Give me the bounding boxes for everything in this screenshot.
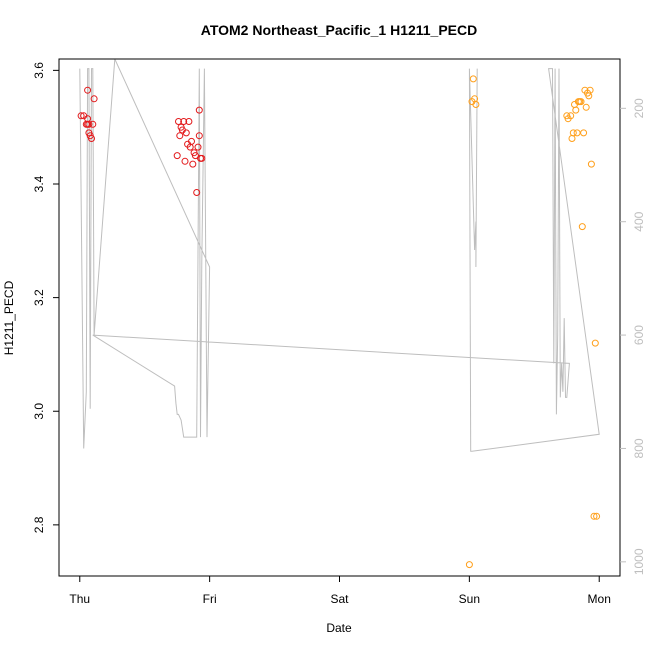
data-point [469,75,477,83]
data-point [194,143,202,151]
x-tick-label: Fri [203,592,217,606]
x-tick-label: Sat [330,592,349,606]
data-point [188,137,195,145]
y-tick-label: 3.0 [32,403,46,420]
y-tick-label: 3.2 [32,289,46,306]
data-point [189,160,197,168]
x-tick-label: Mon [588,592,611,606]
data-point [472,101,480,108]
axes: Thu Fri Sat Sun Mon 2.8 3.0 3.2 3.4 3.6 200 400 600 8… [32,62,646,606]
data-point [591,339,599,347]
data-point [195,106,203,114]
data-point [84,86,92,94]
data-point [593,512,601,520]
chart-title: ATOM2 Northeast_Pacific_1 H1211_PECD [201,22,478,38]
y2-tick-label: 600 [632,325,646,345]
data-point [77,112,85,120]
data-point [193,189,201,196]
y2-tick-label: 200 [632,98,646,118]
data-point [590,512,598,520]
data-point [587,160,595,168]
data-point [572,106,580,114]
data-point [176,132,184,140]
data-point [85,120,93,128]
data-point [173,152,181,160]
plot-area [77,59,601,569]
data-point [465,561,473,569]
y-tick-label: 2.8 [32,516,46,533]
data-point [567,112,575,120]
y-tick-label: 3.6 [32,62,46,79]
data-point [180,118,188,125]
x-tick-label: Thu [69,592,90,606]
y2-tick-label: 1000 [632,548,646,575]
data-point [580,129,588,137]
data-point [198,154,206,162]
data-point [175,118,182,125]
altitude-line [79,59,600,452]
data-point [89,120,97,128]
data-point [90,95,98,103]
x-axis-label: Date [326,621,352,635]
data-point [181,157,189,165]
data-point [586,86,594,94]
y-tick-label: 3.4 [32,175,46,192]
y2-tick-label: 800 [632,438,646,458]
data-point [577,98,585,106]
data-point [582,103,590,111]
data-point [195,132,203,140]
y2-tick-label: 400 [632,211,646,231]
x-tick-label: Sun [459,592,480,606]
y-axis-label: H1211_PECD [2,280,16,355]
data-point [578,223,586,231]
data-point [569,129,577,137]
data-point [185,118,193,125]
data-point [88,135,95,142]
data-point [182,129,190,137]
